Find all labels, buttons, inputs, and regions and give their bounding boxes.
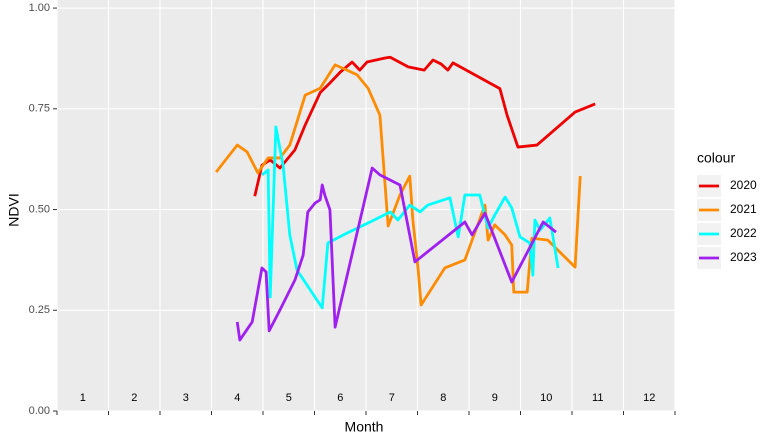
series-line (261, 125, 560, 310)
month-label: 12 (643, 392, 655, 404)
legend-label: 2023 (730, 250, 757, 264)
legend-label: 2022 (730, 226, 757, 240)
month-label: 6 (337, 392, 343, 404)
month-label: 4 (234, 392, 240, 404)
month-label: 3 (183, 392, 189, 404)
month-label: 10 (540, 392, 552, 404)
month-label: 7 (389, 392, 395, 404)
month-label: 2 (131, 392, 137, 404)
x-axis-label: Month (345, 419, 384, 435)
month-label: 1 (80, 392, 86, 404)
y-axis-label: NDVI (6, 193, 22, 226)
legend-label: 2020 (730, 178, 757, 192)
y-tick-label: 0.75 (29, 103, 50, 115)
legend-label: 2021 (730, 202, 757, 216)
month-label: 9 (492, 392, 498, 404)
y-tick-label: 0.50 (29, 203, 50, 215)
y-tick-label: 1.00 (29, 2, 50, 14)
series-line (235, 166, 557, 342)
month-label: 8 (440, 392, 446, 404)
month-label: 11 (592, 392, 603, 404)
legend-title: colour (697, 150, 735, 166)
y-tick-label: 0.00 (29, 405, 50, 417)
y-tick-label: 0.25 (29, 304, 50, 316)
series-line (253, 55, 596, 197)
month-label: 5 (286, 392, 292, 404)
